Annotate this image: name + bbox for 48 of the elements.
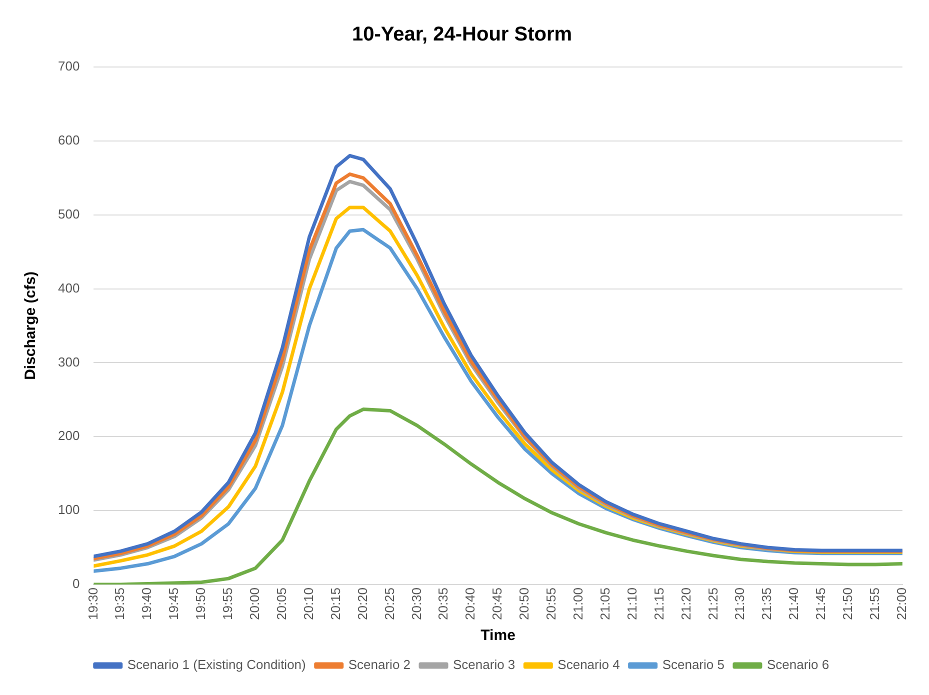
y-tick-label: 200 bbox=[58, 428, 80, 444]
x-tick-label: 19:45 bbox=[166, 587, 182, 620]
x-tick-label: 20:15 bbox=[328, 587, 343, 620]
x-tick-label: 20:10 bbox=[300, 587, 316, 620]
x-tick-label: 20:25 bbox=[382, 587, 397, 620]
x-tick-label: 21:15 bbox=[651, 587, 666, 620]
y-tick-label: 400 bbox=[58, 280, 80, 296]
legend-label: Scenario 6 bbox=[766, 657, 830, 672]
x-axis-title: Time bbox=[480, 627, 516, 644]
legend-label: Scenario 4 bbox=[558, 657, 620, 672]
legend-label: Scenario 1 (Existing Condition) bbox=[127, 657, 306, 672]
x-tick-label: 21:50 bbox=[840, 587, 856, 620]
x-tick-label: 20:05 bbox=[274, 587, 289, 620]
y-axis-title: Discharge (cfs) bbox=[22, 272, 40, 380]
x-tick-label: 20:45 bbox=[490, 587, 505, 620]
x-tick-label: 19:40 bbox=[139, 587, 154, 620]
x-tick-label: 21:35 bbox=[759, 587, 774, 620]
y-tick-label: 100 bbox=[58, 502, 80, 518]
x-tick-label: 20:55 bbox=[544, 587, 559, 620]
x-tick-label: 19:50 bbox=[193, 587, 208, 620]
x-tick-label: 21:55 bbox=[867, 587, 882, 620]
x-tick-label: 21:25 bbox=[705, 587, 720, 620]
y-tick-label: 300 bbox=[58, 354, 80, 370]
x-tick-label: 21:30 bbox=[732, 587, 748, 620]
x-tick-label: 20:30 bbox=[408, 587, 424, 620]
legend-label: Scenario 2 bbox=[348, 657, 411, 672]
x-tick-label: 20:50 bbox=[516, 587, 532, 620]
x-tick-label: 19:35 bbox=[112, 587, 128, 620]
y-tick-label: 700 bbox=[58, 58, 80, 74]
legend-label: Scenario 3 bbox=[453, 657, 516, 672]
x-tick-label: 19:55 bbox=[220, 587, 236, 620]
x-tick-label: 20:35 bbox=[436, 587, 451, 620]
x-tick-label: 21:45 bbox=[813, 587, 828, 620]
x-tick-label: 20:00 bbox=[247, 587, 262, 620]
y-tick-label: 600 bbox=[58, 132, 80, 148]
x-tick-label: 19:30 bbox=[85, 587, 100, 620]
legend-label: Scenario 5 bbox=[662, 657, 724, 672]
x-tick-label: 21:05 bbox=[597, 587, 612, 620]
y-tick-label: 0 bbox=[72, 576, 80, 592]
x-tick-label: 21:40 bbox=[786, 587, 802, 620]
chart-title: 10-Year, 24-Hour Storm bbox=[352, 24, 572, 46]
x-tick-label: 20:40 bbox=[462, 587, 478, 620]
x-tick-label: 21:00 bbox=[570, 587, 586, 620]
x-tick-label: 21:20 bbox=[678, 587, 694, 620]
x-tick-label: 20:20 bbox=[354, 587, 370, 620]
y-tick-label: 500 bbox=[58, 206, 80, 222]
x-tick-label: 22:00 bbox=[894, 587, 909, 620]
x-tick-label: 21:10 bbox=[624, 587, 640, 620]
